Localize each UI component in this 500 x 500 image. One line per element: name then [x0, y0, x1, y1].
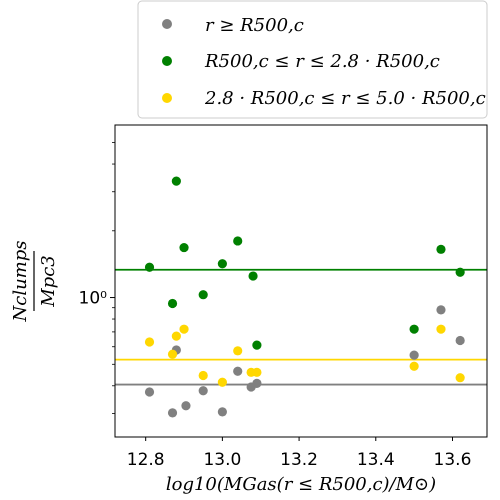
- data-point-series-2: [198, 370, 208, 381]
- data-point-series-1: [233, 236, 243, 246]
- data-point-series-2: [455, 373, 465, 383]
- data-point-series-2: [167, 349, 178, 359]
- legend-marker-series-1: [162, 56, 172, 66]
- data-point-series-2: [144, 337, 155, 347]
- data-point-series-2: [252, 367, 262, 377]
- legend-marker-series-2: [162, 93, 172, 103]
- data-point-series-2: [179, 324, 189, 334]
- data-point-series-2: [217, 377, 227, 387]
- legend-label-series-2: 2.8 · R500,c ≤ r ≤ 5.0 · R500,c: [204, 88, 486, 109]
- legend: r ≥ R500,c R500,c ≤ r ≤ 2.8 · R500,c 2.8…: [137, 0, 488, 119]
- data-point-series-0: [233, 366, 243, 376]
- x-axis-ticks: 12.8 13.0 13.2 13.4 13.6: [127, 437, 472, 470]
- data-point-series-1: [144, 262, 155, 272]
- data-point-series-2: [436, 324, 446, 334]
- data-point-series-1: [248, 271, 258, 281]
- y-axis-ticks: 10⁰: [79, 142, 115, 414]
- plot-area: [114, 124, 488, 438]
- data-point-series-2: [171, 331, 181, 341]
- data-point-series-1: [436, 244, 446, 254]
- legend-marker-series-0: [162, 19, 172, 29]
- legend-frame: [137, 0, 488, 119]
- x-tick-label: 12.8: [127, 450, 165, 470]
- y-axis-label-numerator: Nclumps: [10, 240, 31, 322]
- data-point-series-0: [436, 305, 446, 315]
- data-point-series-2: [409, 361, 419, 371]
- x-tick-label: 13.4: [357, 450, 395, 470]
- data-point-series-2: [233, 346, 243, 356]
- data-point-series-1: [171, 176, 181, 186]
- y-tick-label: 10⁰: [79, 289, 108, 309]
- data-point-series-1: [252, 340, 262, 350]
- legend-label-series-0: r ≥ R500,c: [205, 15, 304, 36]
- data-point-series-1: [179, 242, 189, 253]
- data-points: [144, 176, 465, 418]
- x-axis-label: log10(MGas(r ≤ R500,c)/M⊙): [166, 474, 436, 495]
- data-point-series-1: [455, 267, 465, 277]
- data-point-series-0: [409, 350, 419, 360]
- data-point-series-0: [167, 408, 178, 418]
- data-point-series-0: [144, 387, 155, 397]
- data-point-series-1: [217, 259, 227, 269]
- y-axis-label: Nclumps Mpc3: [10, 240, 59, 322]
- data-point-series-1: [167, 298, 178, 309]
- y-axis-label-denominator: Mpc3: [38, 255, 59, 308]
- data-point-series-0: [181, 401, 191, 411]
- x-tick-label: 13.6: [434, 450, 472, 470]
- x-tick-label: 13.0: [203, 450, 241, 470]
- data-point-series-1: [409, 324, 419, 334]
- data-point-series-1: [198, 290, 208, 300]
- legend-label-series-1: R500,c ≤ r ≤ 2.8 · R500,c: [204, 51, 440, 72]
- axes-frame: [114, 124, 488, 438]
- x-tick-label: 13.2: [280, 450, 318, 470]
- data-point-series-0: [455, 335, 465, 346]
- data-point-series-0: [198, 386, 208, 396]
- data-point-series-0: [217, 407, 227, 417]
- data-point-series-0: [252, 378, 262, 389]
- mean-lines: [115, 268, 487, 386]
